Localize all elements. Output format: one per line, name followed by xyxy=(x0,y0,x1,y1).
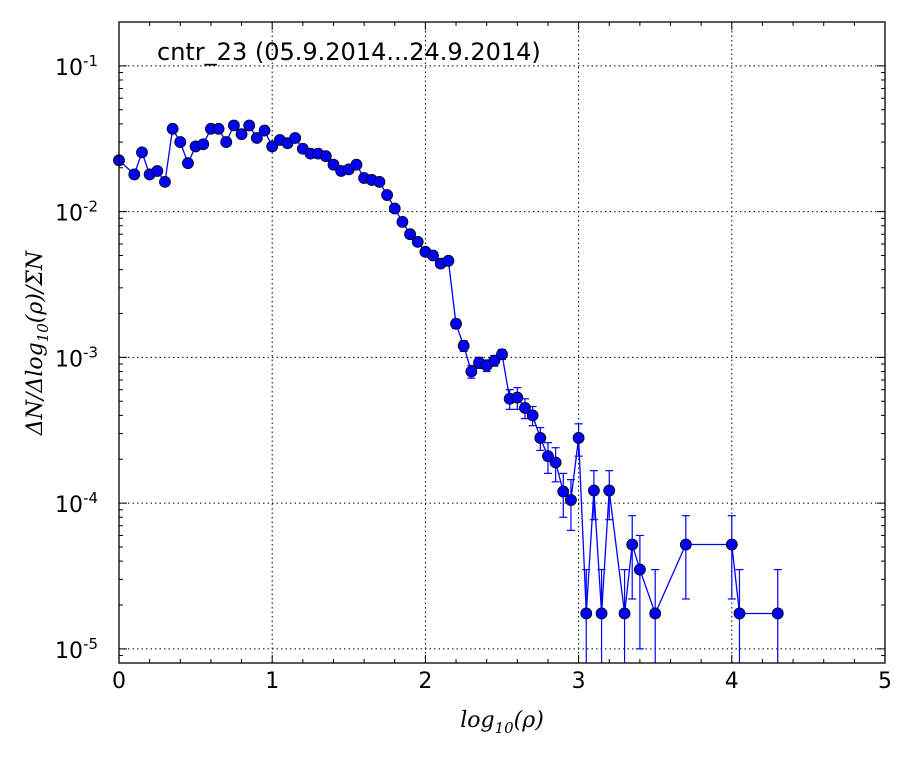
data-point xyxy=(542,450,554,463)
data-point xyxy=(595,607,608,620)
data-point xyxy=(289,132,302,144)
x-tick-label: 1 xyxy=(265,669,279,694)
data-point xyxy=(327,158,340,171)
data-point xyxy=(396,216,409,228)
x-tick-labels: 0 1 2 3 4 5 xyxy=(112,669,892,694)
data-point xyxy=(197,138,210,151)
data-point xyxy=(235,128,248,141)
data-point xyxy=(511,391,524,404)
data-point xyxy=(557,485,570,498)
data-point xyxy=(258,124,271,137)
data-point xyxy=(626,538,639,551)
y-tick-labels: 10-1 10-2 10-3 10-4 10-5 xyxy=(55,52,98,664)
data-point xyxy=(603,484,616,497)
data-point xyxy=(182,157,194,170)
data-point xyxy=(457,339,470,352)
y-axis-label: ΔN/Δlog10(ρ)/ΣN xyxy=(23,250,52,436)
y-tick-label: 10-5 xyxy=(55,635,98,664)
data-point xyxy=(442,254,455,267)
data-points xyxy=(113,119,784,620)
data-point xyxy=(319,150,332,163)
x-tick-label: 3 xyxy=(572,669,586,694)
data-point xyxy=(373,175,386,188)
data-point xyxy=(496,348,508,361)
plot-frame xyxy=(118,21,886,664)
x-tick-label: 5 xyxy=(878,669,892,694)
data-point xyxy=(733,607,746,620)
data-point xyxy=(679,538,692,551)
data-point xyxy=(266,140,279,153)
data-point xyxy=(159,175,171,188)
data-point xyxy=(388,202,401,215)
data-point xyxy=(534,432,547,444)
x-tick-label: 4 xyxy=(725,669,739,694)
data-point xyxy=(404,228,416,241)
data-point xyxy=(572,432,585,444)
data-point xyxy=(136,146,148,159)
data-point xyxy=(526,409,539,422)
x-tick-label: 0 xyxy=(112,669,126,694)
chart-title: cntr_23 (05.9.2014...24.9.2014) xyxy=(157,38,541,66)
data-point xyxy=(633,563,646,576)
data-point xyxy=(565,494,577,506)
y-tick-label: 10-1 xyxy=(55,52,98,81)
data-point xyxy=(350,158,363,171)
data-point xyxy=(519,402,531,414)
data-point xyxy=(618,607,631,620)
data-point xyxy=(212,122,225,135)
axis-ticks xyxy=(118,21,886,664)
data-point xyxy=(465,365,478,378)
y-tick-label: 10-2 xyxy=(55,198,98,227)
data-point xyxy=(174,136,187,148)
data-point xyxy=(450,317,462,330)
data-point xyxy=(488,354,501,367)
data-point xyxy=(166,122,179,135)
data-point xyxy=(549,456,562,469)
data-point xyxy=(151,165,164,177)
data-point xyxy=(220,136,233,148)
data-point xyxy=(250,132,263,144)
x-axis-label: log10(ρ) xyxy=(460,708,544,737)
data-point xyxy=(725,538,738,551)
x-tick-label: 2 xyxy=(418,669,432,694)
data-point xyxy=(128,168,141,181)
y-tick-label: 10-3 xyxy=(55,343,98,372)
data-point xyxy=(771,607,784,620)
data-point xyxy=(427,249,439,262)
data-point xyxy=(227,119,240,132)
data-point xyxy=(580,607,593,620)
y-tick-label: 10-4 xyxy=(55,489,98,518)
data-point xyxy=(411,235,424,248)
data-point xyxy=(243,119,256,132)
data-point xyxy=(649,607,662,620)
data-point xyxy=(588,484,600,497)
data-point xyxy=(381,189,394,201)
